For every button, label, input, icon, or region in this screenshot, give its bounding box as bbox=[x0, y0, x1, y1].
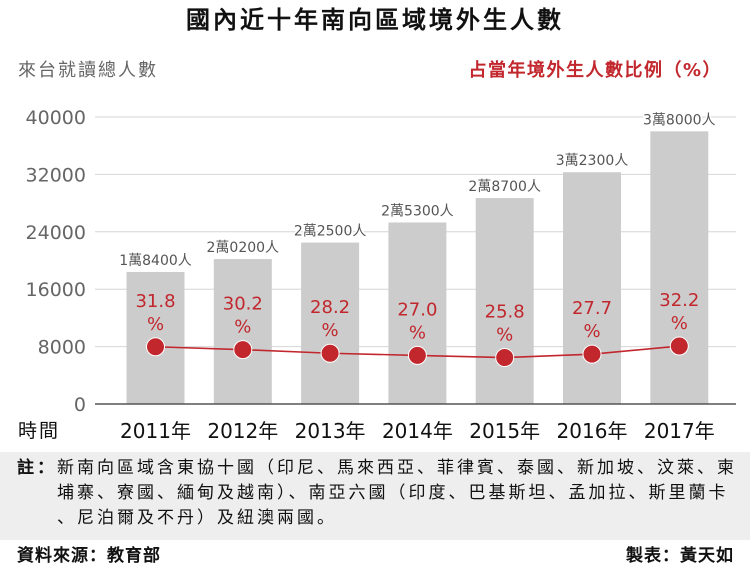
ratio-value-label: 27.0 bbox=[397, 299, 437, 320]
ratio-point bbox=[233, 340, 253, 360]
ratio-point bbox=[582, 344, 602, 364]
bar bbox=[475, 198, 534, 404]
bar-value-label: 2萬2500人 bbox=[294, 224, 367, 240]
bar-value-label: 2萬0200人 bbox=[207, 240, 280, 256]
ratio-unit-label: % bbox=[496, 325, 513, 346]
bar bbox=[388, 222, 447, 404]
ratio-unit-label: % bbox=[234, 317, 251, 338]
chart-credit: 製表：黃天如 bbox=[626, 546, 734, 566]
bar-value-label: 3萬2300人 bbox=[556, 153, 629, 169]
y-tick-label: 8000 bbox=[38, 337, 86, 359]
x-tick-label: 2011年 bbox=[120, 419, 191, 443]
ratio-value-label: 30.2 bbox=[223, 294, 263, 315]
ratio-unit-label: % bbox=[147, 314, 164, 335]
secondary-axis-label: 占當年境外生人數比例（%） bbox=[468, 60, 722, 81]
ratio-point bbox=[320, 343, 340, 363]
ratio-value-label: 27.7 bbox=[572, 298, 612, 319]
y-tick-label: 40000 bbox=[26, 107, 86, 129]
data-source: 資料來源：教育部 bbox=[17, 546, 161, 566]
y-tick-label: 16000 bbox=[26, 279, 86, 301]
ratio-unit-label: % bbox=[409, 322, 426, 343]
ratio-point bbox=[407, 345, 427, 365]
bar-value-label: 1萬8400人 bbox=[119, 253, 192, 269]
footnote-label: 註： bbox=[17, 458, 57, 478]
y-axis-label: 來台就讀總人數 bbox=[18, 60, 158, 81]
ratio-point bbox=[146, 337, 165, 357]
x-tick-label: 2015年 bbox=[469, 419, 540, 443]
ratio-point bbox=[669, 336, 689, 356]
bar bbox=[301, 242, 360, 404]
y-tick-label: 0 bbox=[74, 394, 86, 416]
x-tick-label: 2012年 bbox=[207, 419, 278, 443]
bar-value-label: 2萬8700人 bbox=[468, 179, 541, 195]
bar bbox=[213, 259, 272, 404]
y-tick-label: 24000 bbox=[26, 222, 86, 244]
ratio-value-label: 32.2 bbox=[659, 290, 699, 311]
y-tick-label: 32000 bbox=[26, 164, 86, 186]
ratio-value-label: 28.2 bbox=[310, 297, 350, 318]
bar-value-label: 2萬5300人 bbox=[381, 203, 454, 219]
ratio-unit-label: % bbox=[583, 321, 600, 342]
chart-title: 國內近十年南向區域境外生人數 bbox=[186, 6, 564, 34]
bar-value-label: 3萬8000人 bbox=[643, 112, 716, 128]
ratio-value-label: 31.8 bbox=[135, 291, 175, 312]
ratio-value-label: 25.8 bbox=[485, 302, 525, 323]
footnote-box: 註： 新南向區域含東協十國（印尼、馬來西亞、菲律賓、泰國、新加坡、汶萊、柬埔寨、… bbox=[0, 452, 750, 540]
footnote-text: 新南向區域含東協十國（印尼、馬來西亞、菲律賓、泰國、新加坡、汶萊、柬埔寨、寮國、… bbox=[57, 458, 737, 528]
bar bbox=[563, 172, 621, 404]
ratio-point bbox=[495, 348, 515, 368]
ratio-unit-label: % bbox=[322, 320, 339, 341]
chart-canvas: 0 8000 16000 24000 32000 40000 1萬8400人 2萬0200人 2… bbox=[26, 107, 736, 443]
x-axis-label: 時間 bbox=[18, 420, 61, 442]
ratio-unit-label: % bbox=[671, 313, 688, 334]
bar bbox=[650, 131, 709, 404]
x-tick-label: 2016年 bbox=[557, 419, 628, 443]
x-tick-label: 2017年 bbox=[644, 419, 715, 443]
x-tick-label: 2013年 bbox=[295, 419, 366, 443]
x-tick-label: 2014年 bbox=[382, 419, 453, 443]
